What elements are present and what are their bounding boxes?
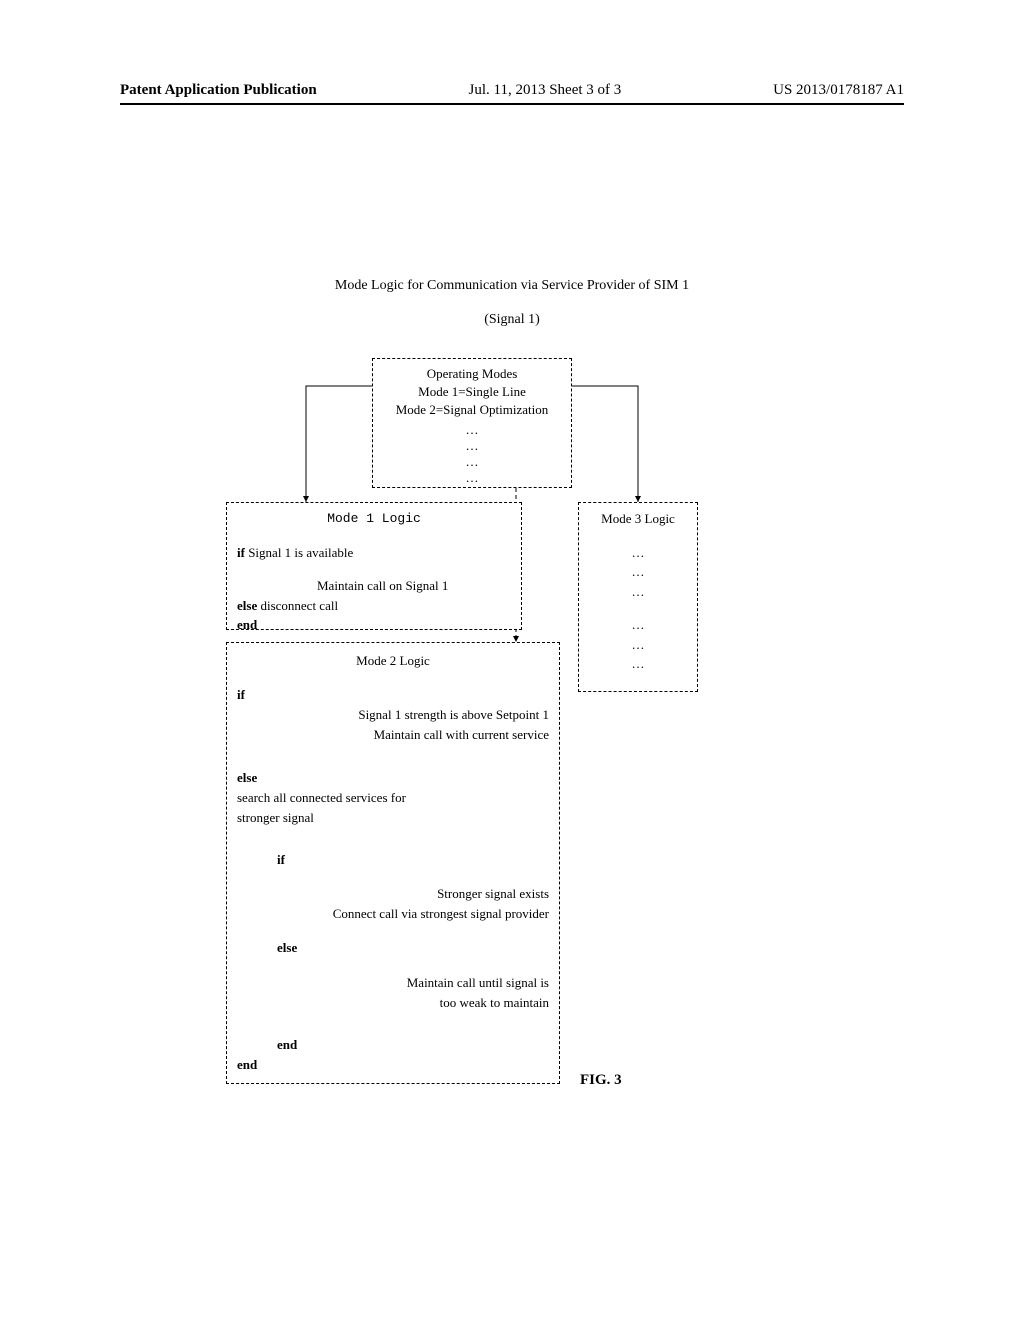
page-header: Patent Application Publication Jul. 11, … <box>120 82 904 105</box>
ell: … <box>579 543 697 563</box>
ell: … <box>373 422 571 438</box>
modes-heading: Operating Modes <box>373 365 571 383</box>
arrow-to-mode3 <box>572 386 638 502</box>
mode1-if: if Signal 1 is available <box>237 543 511 563</box>
mode1-else-action: disconnect call <box>260 598 338 613</box>
mode1-title: Mode 1 Logic <box>237 509 511 529</box>
mode2-action2: Connect call via strongest signal provid… <box>237 904 549 924</box>
mode2-if: if <box>237 685 549 705</box>
mode2-search1: search all connected services for <box>237 788 549 808</box>
ell: … <box>373 438 571 454</box>
ell: … <box>373 470 571 486</box>
header-right: US 2013/0178187 A1 <box>773 82 904 99</box>
figure-label: FIG. 3 <box>580 1072 622 1089</box>
kw-if: if <box>237 687 245 702</box>
diagram-container: Operating Modes Mode 1=Single Line Mode … <box>226 358 786 1098</box>
mode2-action3b: too weak to maintain <box>237 993 549 1013</box>
ell: … <box>579 562 697 582</box>
header-center: Jul. 11, 2013 Sheet 3 of 3 <box>469 82 622 99</box>
kw-end: end <box>237 1057 257 1072</box>
mode3-box: Mode 3 Logic … … … … … … <box>578 502 698 692</box>
modes-ellipsis: … … … … <box>373 422 571 487</box>
kw-if: if <box>277 852 285 867</box>
ell: … <box>579 654 697 674</box>
kw-else: else <box>237 598 260 613</box>
mode1-box: Mode 1 Logic if Signal 1 is available Ma… <box>226 502 522 630</box>
mode2-box: Mode 2 Logic if Signal 1 strength is abo… <box>226 642 560 1084</box>
operating-modes-box: Operating Modes Mode 1=Single Line Mode … <box>372 358 572 488</box>
mode2-end2: end <box>277 1035 549 1055</box>
modes-line2: Mode 2=Signal Optimization <box>373 401 571 419</box>
mode2-title: Mode 2 Logic <box>237 651 549 671</box>
kw-if: if <box>237 545 248 560</box>
mode1-end: end <box>237 615 511 635</box>
mode2-cond1: Signal 1 strength is above Setpoint 1 <box>237 705 549 725</box>
mode2-action3a: Maintain call until signal is <box>237 973 549 993</box>
diagram-title: Mode Logic for Communication via Service… <box>0 278 1024 294</box>
arrow-to-mode1 <box>306 386 372 502</box>
kw-end: end <box>237 617 257 632</box>
mode2-if2: if <box>277 850 549 870</box>
mode2-cond2: Stronger signal exists <box>237 884 549 904</box>
mode3-title: Mode 3 Logic <box>579 509 697 529</box>
ell: … <box>579 635 697 655</box>
ell: … <box>579 615 697 635</box>
ell: … <box>373 454 571 470</box>
ell: … <box>579 582 697 602</box>
mode1-cond: Signal 1 is available <box>248 545 353 560</box>
kw-end: end <box>277 1037 297 1052</box>
mode2-end: end <box>237 1055 549 1075</box>
kw-else: else <box>277 940 297 955</box>
modes-line1: Mode 1=Single Line <box>373 383 571 401</box>
mode2-search2: stronger signal <box>237 808 549 828</box>
diagram-subtitle: (Signal 1) <box>0 312 1024 328</box>
mode1-else: else disconnect call <box>237 596 511 616</box>
mode1-action: Maintain call on Signal 1 <box>317 576 511 596</box>
header-left: Patent Application Publication <box>120 82 317 99</box>
kw-else: else <box>237 770 257 785</box>
mode2-else2: else <box>277 938 549 958</box>
mode2-action1: Maintain call with current service <box>237 725 549 745</box>
mode2-else: else <box>237 768 549 788</box>
